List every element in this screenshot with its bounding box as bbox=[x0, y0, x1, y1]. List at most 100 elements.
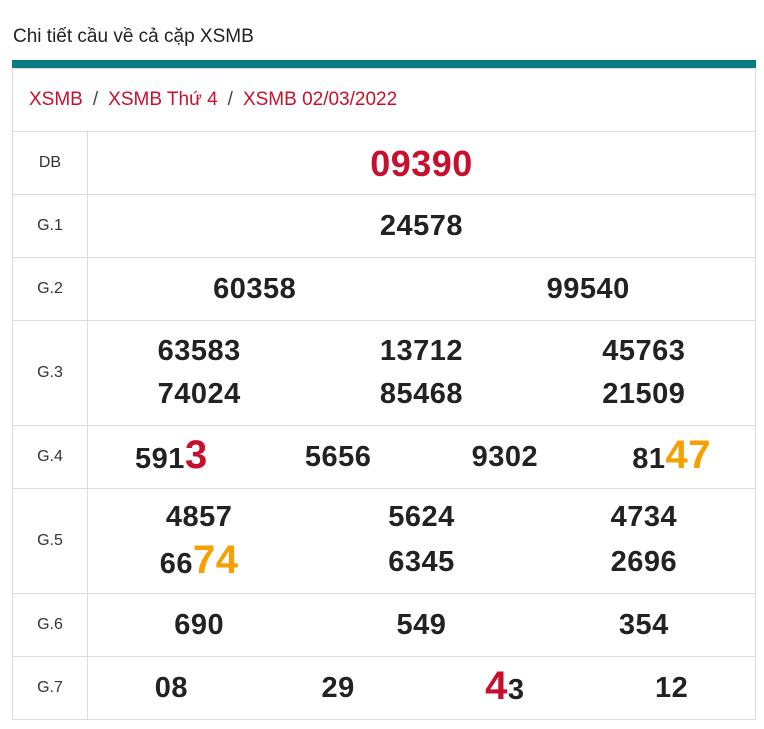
prize-numbers-cell: 08 29 43 12 bbox=[87, 656, 756, 720]
breadcrumb-link-weekday[interactable]: XSMB Thứ 4 bbox=[108, 89, 218, 110]
digits: 13712 bbox=[379, 335, 464, 367]
highlighted-digits: 74 bbox=[193, 538, 239, 582]
breadcrumb: XSMB / XSMB Thứ 4 / XSMB 02/03/2022 bbox=[12, 68, 756, 132]
prize-number: 21509 bbox=[533, 373, 755, 416]
digits: 74024 bbox=[157, 378, 241, 410]
prize-number: 354 bbox=[533, 604, 755, 647]
breadcrumb-row: XSMB / XSMB Thứ 4 / XSMB 02/03/2022 bbox=[12, 68, 756, 132]
digits: 354 bbox=[618, 608, 669, 641]
digits: 99540 bbox=[546, 272, 630, 305]
digits: 3 bbox=[507, 673, 525, 706]
prize-numbers: 60358 99540 bbox=[88, 268, 755, 311]
prize-number: 85468 bbox=[310, 373, 532, 416]
prize-label: G.1 bbox=[12, 194, 88, 258]
prize-number: 5656 bbox=[255, 436, 422, 479]
prize-number: 43 bbox=[422, 663, 589, 712]
breadcrumb-link-xsmb[interactable]: XSMB bbox=[29, 89, 83, 110]
highlighted-digits: 4 bbox=[485, 663, 508, 708]
prize-numbers-cell: 690 549 354 bbox=[87, 593, 756, 657]
prize-number: 74024 bbox=[88, 373, 310, 416]
prize-number: 4857 bbox=[88, 496, 310, 539]
digits: 63583 bbox=[157, 335, 241, 367]
prize-number: 2696 bbox=[533, 541, 755, 584]
prize-row: G.7 08 29 43 12 bbox=[12, 656, 756, 720]
prize-number: 6345 bbox=[310, 541, 532, 584]
digits: 6345 bbox=[388, 546, 455, 578]
prize-row: G.1 24578 bbox=[12, 194, 756, 258]
prize-number: 13712 bbox=[310, 330, 532, 373]
highlighted-digits: 09390 bbox=[370, 142, 473, 184]
prize-number: 8147 bbox=[588, 432, 755, 481]
digits: 08 bbox=[154, 671, 188, 704]
prize-number: 12 bbox=[588, 667, 755, 710]
prize-label: G.4 bbox=[12, 425, 88, 489]
prize-label: G.3 bbox=[12, 320, 88, 426]
digits: 12 bbox=[654, 671, 689, 704]
prize-number: 4734 bbox=[533, 496, 755, 539]
prize-row: DB 09390 bbox=[12, 131, 756, 195]
digits: 5656 bbox=[304, 440, 372, 473]
prize-number: 6674 bbox=[88, 539, 310, 586]
prize-row: G.3 63583 13712 45763 74024 85468 21509 bbox=[12, 320, 756, 426]
prize-numbers: 63583 13712 45763 74024 85468 21509 bbox=[88, 330, 755, 416]
page-title: Chi tiết cầu về cả cặp XSMB bbox=[13, 26, 254, 47]
highlighted-digits: 3 bbox=[184, 432, 208, 477]
breadcrumb-separator: / bbox=[92, 89, 99, 110]
prize-number: 60358 bbox=[88, 268, 422, 311]
digits: 4734 bbox=[610, 501, 678, 533]
breadcrumb-separator: / bbox=[227, 89, 233, 110]
prize-numbers: 690 549 354 bbox=[88, 604, 755, 647]
prize-row: G.4 5913 5656 9302 8147 bbox=[12, 425, 756, 489]
digits: 45763 bbox=[602, 335, 686, 367]
prize-numbers-cell: 63583 13712 45763 74024 85468 21509 bbox=[87, 320, 756, 426]
prize-label: G.5 bbox=[12, 488, 88, 594]
prize-number: 45763 bbox=[533, 330, 755, 373]
prize-numbers: 08 29 43 12 bbox=[88, 663, 755, 712]
prize-label: G.7 bbox=[12, 656, 88, 720]
digits: 66 bbox=[159, 548, 194, 580]
digits: 85468 bbox=[379, 378, 464, 410]
prize-number: 5624 bbox=[310, 496, 532, 539]
digits: 60358 bbox=[213, 272, 297, 305]
prize-number: 24578 bbox=[88, 205, 755, 248]
results-panel: XSMB / XSMB Thứ 4 / XSMB 02/03/2022 DB 09390 G… bbox=[12, 60, 756, 720]
prize-number: 08 bbox=[88, 667, 255, 710]
prize-numbers-cell: 09390 bbox=[87, 131, 756, 195]
prize-numbers: 5913 5656 9302 8147 bbox=[88, 432, 755, 481]
prize-number: 63583 bbox=[88, 330, 310, 373]
digits: 21509 bbox=[602, 378, 686, 410]
prize-numbers-cell: 60358 99540 bbox=[87, 257, 756, 321]
digits: 81 bbox=[632, 442, 666, 475]
digits: 2696 bbox=[610, 546, 678, 578]
prize-number: 9302 bbox=[422, 436, 589, 479]
prize-numbers-cell: 24578 bbox=[87, 194, 756, 258]
digits: 4857 bbox=[165, 501, 233, 533]
digits: 690 bbox=[174, 608, 225, 641]
prize-label: G.2 bbox=[12, 257, 88, 321]
digits: 5624 bbox=[388, 501, 455, 533]
digits: 9302 bbox=[471, 440, 539, 473]
prize-number: 5913 bbox=[88, 432, 255, 481]
prize-numbers: 24578 bbox=[88, 205, 755, 248]
results-table: XSMB / XSMB Thứ 4 / XSMB 02/03/2022 DB 09390 G… bbox=[12, 68, 756, 720]
prize-number: 690 bbox=[88, 604, 310, 647]
highlighted-digits: 47 bbox=[665, 432, 711, 477]
breadcrumb-link-date[interactable]: XSMB 02/03/2022 bbox=[242, 89, 398, 110]
prize-row: G.2 60358 99540 bbox=[12, 257, 756, 321]
digits: 591 bbox=[135, 442, 185, 475]
prize-numbers-cell: 5913 5656 9302 8147 bbox=[87, 425, 756, 489]
digits: 549 bbox=[396, 608, 447, 641]
prize-number: 29 bbox=[255, 667, 422, 710]
prize-numbers-cell: 4857 5624 4734 6674 6345 2696 bbox=[87, 488, 756, 594]
prize-row: G.6 690 549 354 bbox=[12, 593, 756, 657]
prize-numbers: 4857 5624 4734 6674 6345 2696 bbox=[88, 496, 755, 586]
prize-number: 09390 bbox=[88, 142, 755, 185]
prize-numbers: 09390 bbox=[88, 142, 755, 185]
prize-number: 549 bbox=[310, 604, 532, 647]
prize-number: 99540 bbox=[422, 268, 756, 311]
digits: 24578 bbox=[379, 209, 464, 242]
digits: 29 bbox=[321, 671, 355, 704]
prize-row: G.5 4857 5624 4734 6674 6345 2696 bbox=[12, 488, 756, 594]
prize-label: G.6 bbox=[12, 593, 88, 657]
prize-label: DB bbox=[12, 131, 88, 195]
